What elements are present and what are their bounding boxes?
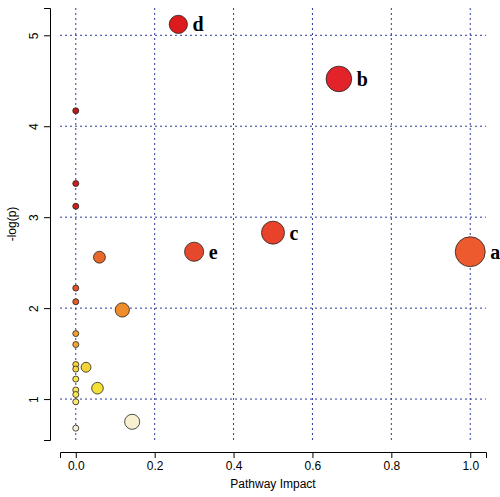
bubble (73, 203, 79, 209)
bubble (73, 376, 79, 382)
bubble (73, 285, 79, 291)
x-tick-mark (76, 452, 77, 458)
y-tick: 5 (27, 32, 50, 39)
grid-line (233, 8, 234, 440)
x-tick-label: 0.0 (68, 459, 85, 473)
y-tick: 2 (27, 305, 50, 312)
points (73, 15, 485, 431)
x-tick-mark (391, 452, 392, 458)
bubble (73, 181, 79, 187)
y-axis-line (44, 9, 51, 441)
point-label: d (192, 13, 203, 35)
bubble (73, 331, 79, 337)
grid-line (60, 217, 486, 218)
y-tick-label: 1 (27, 396, 41, 403)
x-tick: 1.0 (462, 452, 479, 473)
x-tick-mark (470, 452, 471, 458)
grid-line (470, 8, 471, 440)
grid-line (391, 8, 392, 440)
bubble (73, 342, 79, 348)
x-tick-label: 0.6 (305, 459, 322, 473)
x-tick-label: 0.8 (383, 459, 400, 473)
grid-line (75, 8, 76, 440)
bubble (185, 242, 204, 261)
grid-line (312, 8, 313, 440)
grid-line (60, 126, 486, 127)
x-tick-label: 0.2 (147, 459, 164, 473)
point-label: e (209, 241, 218, 263)
grid (60, 8, 486, 440)
y-tick-mark (44, 126, 50, 127)
y-tick-label: 3 (27, 214, 41, 221)
point-label: a (490, 241, 500, 263)
bubble (262, 221, 285, 244)
bubble (73, 366, 79, 372)
x-tick-mark (312, 452, 313, 458)
x-axis-title: Pathway Impact (230, 477, 316, 491)
x-tick: 0.4 (226, 452, 243, 473)
bubble (94, 251, 106, 263)
y-tick-label: 5 (27, 32, 41, 39)
y-tick-mark (44, 399, 50, 400)
bubble (125, 414, 140, 429)
x-axis: 0.0 0.2 0.4 0.6 0.8 1.0 (61, 452, 487, 473)
x-tick: 0.2 (147, 452, 164, 473)
x-axis-line (61, 453, 487, 459)
bubble (73, 299, 79, 305)
y-axis-title: -log(p) (5, 207, 19, 242)
bubble (115, 303, 129, 317)
bubble (326, 66, 352, 92)
y-tick: 3 (27, 214, 50, 221)
bubble (169, 15, 187, 33)
point-label: b (357, 68, 368, 90)
y-tick-mark (44, 35, 50, 36)
x-tick: 0.6 (305, 452, 322, 473)
bubble (92, 382, 104, 394)
y-tick: 1 (27, 396, 50, 403)
y-tick: 4 (27, 123, 50, 130)
bubble (73, 399, 79, 405)
grid-line (60, 35, 486, 36)
x-tick-label: 1.0 (462, 459, 479, 473)
bubble (73, 425, 79, 431)
bubble (81, 362, 91, 372)
y-tick-mark (44, 308, 50, 309)
point-label: c (289, 222, 298, 244)
point-labels: a b c d e (192, 13, 500, 262)
y-axis: 1 2 3 4 5 (27, 9, 51, 441)
y-tick-label: 4 (27, 123, 41, 130)
chart: 0.0 0.2 0.4 0.6 0.8 1.0 1 2 3 4 5 Pathway Impact -lo… (0, 0, 500, 497)
y-tick-label: 2 (27, 305, 41, 312)
x-tick-mark (155, 452, 156, 458)
grid-line (154, 8, 155, 440)
bubble (455, 237, 485, 267)
x-tick-mark (234, 452, 235, 458)
grid-line (60, 399, 486, 400)
bubble (73, 108, 79, 114)
bubble (73, 392, 79, 398)
x-tick-label: 0.4 (226, 459, 243, 473)
x-tick: 0.0 (68, 452, 85, 473)
y-tick-mark (44, 217, 50, 218)
x-tick: 0.8 (383, 452, 400, 473)
